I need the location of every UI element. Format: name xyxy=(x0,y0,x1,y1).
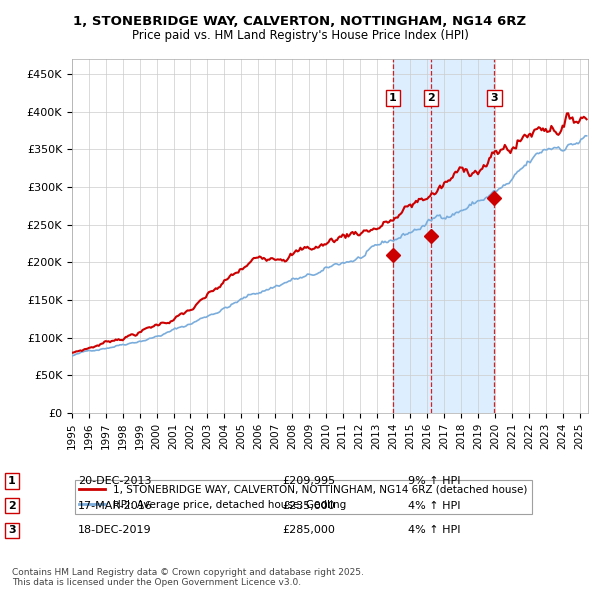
Text: 4% ↑ HPI: 4% ↑ HPI xyxy=(408,526,461,535)
Text: 9% ↑ HPI: 9% ↑ HPI xyxy=(408,476,461,486)
Text: 1, STONEBRIDGE WAY, CALVERTON, NOTTINGHAM, NG14 6RZ: 1, STONEBRIDGE WAY, CALVERTON, NOTTINGHA… xyxy=(73,15,527,28)
Text: 2: 2 xyxy=(8,501,16,510)
Text: £285,000: £285,000 xyxy=(282,526,335,535)
Text: 3: 3 xyxy=(491,93,498,103)
Text: 20-DEC-2013: 20-DEC-2013 xyxy=(78,476,151,486)
Text: 1: 1 xyxy=(8,476,16,486)
Text: £209,995: £209,995 xyxy=(282,476,335,486)
Legend: 1, STONEBRIDGE WAY, CALVERTON, NOTTINGHAM, NG14 6RZ (detached house), HPI: Avera: 1, STONEBRIDGE WAY, CALVERTON, NOTTINGHA… xyxy=(74,480,532,514)
Text: 3: 3 xyxy=(8,526,16,535)
Text: 1: 1 xyxy=(389,93,397,103)
Text: Price paid vs. HM Land Registry's House Price Index (HPI): Price paid vs. HM Land Registry's House … xyxy=(131,30,469,42)
Text: 18-DEC-2019: 18-DEC-2019 xyxy=(78,526,152,535)
Bar xyxy=(393,59,494,413)
Text: 17-MAR-2016: 17-MAR-2016 xyxy=(78,501,153,510)
Text: 4% ↑ HPI: 4% ↑ HPI xyxy=(408,501,461,510)
Text: £235,000: £235,000 xyxy=(282,501,335,510)
Text: 2: 2 xyxy=(427,93,435,103)
Text: Contains HM Land Registry data © Crown copyright and database right 2025.
This d: Contains HM Land Registry data © Crown c… xyxy=(12,568,364,587)
